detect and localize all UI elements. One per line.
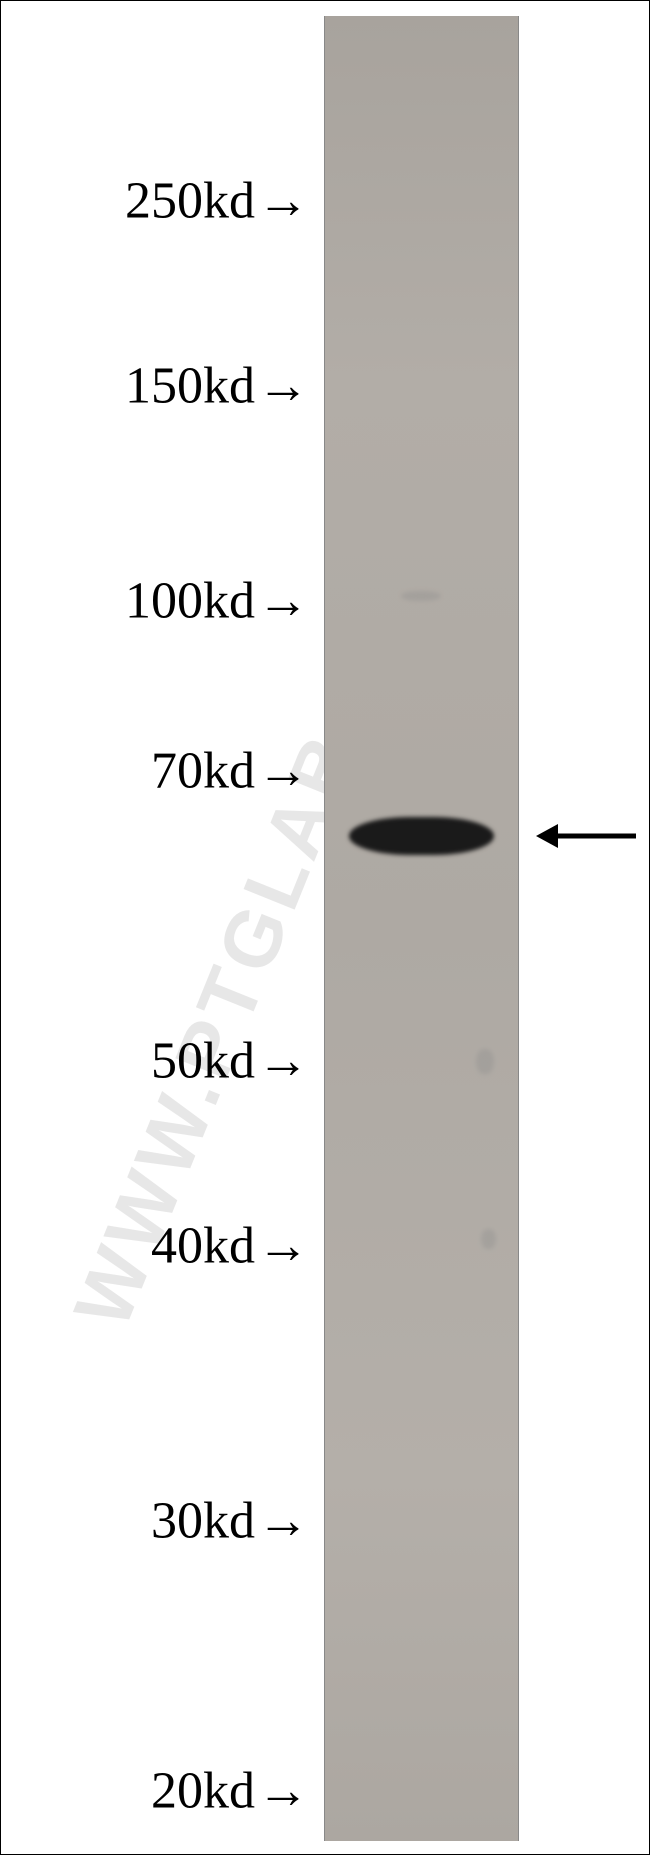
ladder-label-text: 150kd [125, 357, 255, 416]
ladder-label-text: 40kd [151, 1217, 255, 1276]
ladder-arrow-icon: → [257, 1762, 309, 1821]
ladder-label-text: 100kd [125, 572, 255, 631]
ladder-label-250: 250kd→ [125, 172, 309, 231]
ladder-label-text: 250kd [125, 172, 255, 231]
blot-band [349, 817, 494, 855]
ladder-label-40: 40kd→ [151, 1217, 309, 1276]
pointer-arrow-icon [536, 816, 641, 856]
ladder-label-text: 70kd [151, 742, 255, 801]
ladder-arrow-icon: → [257, 1032, 309, 1091]
ladder-arrow-icon: → [257, 572, 309, 631]
ladder-arrow-icon: → [257, 172, 309, 231]
ladder-label-20: 20kd→ [151, 1762, 309, 1821]
blot-lane [324, 16, 519, 1841]
ladder-label-70: 70kd→ [151, 742, 309, 801]
ladder-arrow-icon: → [257, 357, 309, 416]
ladder-label-text: 20kd [151, 1762, 255, 1821]
ladder-label-30: 30kd→ [151, 1492, 309, 1551]
ladder-label-text: 30kd [151, 1492, 255, 1551]
ladder-label-150: 150kd→ [125, 357, 309, 416]
blot-container: WWW.PTGLAB.COM 250kd→150kd→100kd→70kd→50… [1, 1, 649, 1854]
faint-band [401, 591, 441, 601]
ladder-arrow-icon: → [257, 1492, 309, 1551]
faint-band [481, 1229, 496, 1249]
ladder-label-text: 50kd [151, 1032, 255, 1091]
faint-band [476, 1049, 494, 1074]
band-pointer-arrow [536, 816, 641, 856]
ladder-label-100: 100kd→ [125, 572, 309, 631]
ladder-arrow-icon: → [257, 742, 309, 801]
ladder-label-50: 50kd→ [151, 1032, 309, 1091]
ladder-arrow-icon: → [257, 1217, 309, 1276]
